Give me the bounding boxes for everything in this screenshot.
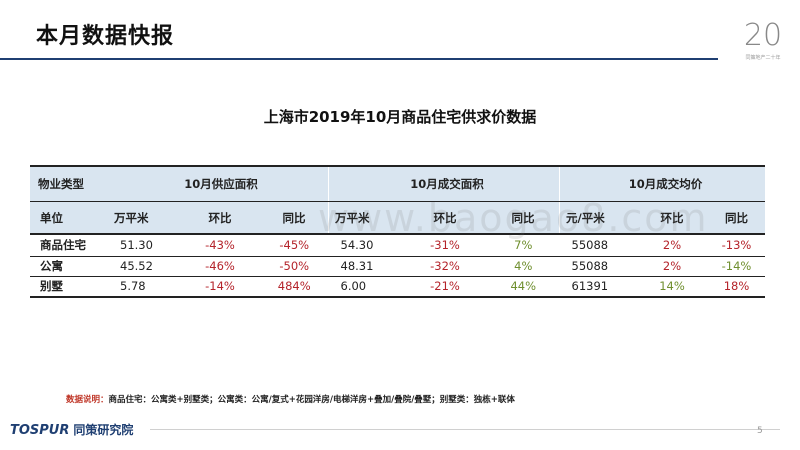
supply-value: 45.52	[108, 256, 180, 277]
header-property-type: 物业类型	[30, 165, 108, 202]
data-note: 数据说明：商品住宅：公寓类+别墅类；公寓类：公寓/复式+花园洋房/电梯洋房+叠加…	[66, 393, 515, 405]
price-value: 55088	[559, 234, 636, 257]
header-supply-unit: 万平米	[108, 201, 180, 235]
deal-yoy-value: 7%	[481, 234, 560, 257]
footer-divider	[150, 429, 780, 430]
header-deal-yoy: 同比	[481, 201, 560, 235]
row-type: 公寓	[30, 256, 108, 277]
row-type: 商品住宅	[30, 234, 108, 257]
supply-demand-table: 物业类型 10月供应面积 10月成交面积 10月成交均价 单位 万平米 环比 同…	[30, 165, 765, 298]
brand-name-en: TOSPUR	[10, 423, 70, 438]
row-type: 别墅	[30, 276, 108, 298]
deal-value: 48.31	[328, 256, 403, 277]
price-mom-value: 2%	[636, 234, 702, 257]
page-number: 5	[757, 426, 763, 436]
price-yoy-value: -14%	[702, 256, 765, 277]
price-yoy-value: 18%	[702, 276, 765, 298]
data-note-text: 商品住宅：公寓类+别墅类；公寓类：公寓/复式+花园洋房/电梯洋房+叠加/叠院/叠…	[108, 395, 515, 405]
brand-logo: TOSPUR 同策研究院	[10, 421, 133, 438]
header-deal-price: 10月成交均价	[559, 165, 765, 202]
deal-yoy-value: 4%	[481, 256, 560, 277]
anniversary-logo: 20 同策地产二十年	[740, 20, 786, 80]
supply-yoy-value: 484%	[254, 276, 329, 298]
watermark: www.baogao8.com	[318, 196, 709, 240]
header-deal-unit: 万平米	[328, 201, 403, 235]
header-deal-area: 10月成交面积	[328, 165, 560, 202]
supply-yoy-value: -50%	[254, 256, 329, 277]
header-divider	[0, 58, 718, 60]
table-row: 别墅 5.78 -14% 484% 6.00 -21% 44% 61391 14…	[30, 276, 765, 298]
header-supply-yoy: 同比	[254, 201, 329, 235]
price-mom-value: 14%	[636, 276, 702, 298]
page-title: 本月数据快报	[36, 24, 175, 49]
supply-mom-value: -46%	[180, 256, 254, 277]
logo-tagline: 同策地产二十年	[745, 55, 781, 61]
logo-number: 20	[743, 18, 783, 53]
header-price-mom: 环比	[636, 201, 702, 235]
table-title: 上海市2019年10月商品住宅供求价数据	[263, 108, 537, 126]
deal-value: 54.30	[328, 234, 403, 257]
header-price-unit: 元/平米	[559, 201, 636, 235]
table-row: 商品住宅 51.30 -43% -45% 54.30 -31% 7% 55088…	[30, 234, 765, 257]
header-price-yoy: 同比	[702, 201, 765, 235]
table-group-header: 物业类型 10月供应面积 10月成交面积 10月成交均价	[30, 165, 765, 202]
deal-value: 6.00	[328, 276, 403, 298]
price-value: 61391	[559, 276, 636, 298]
header-unit: 单位	[30, 201, 108, 235]
deal-mom-value: -31%	[403, 234, 481, 257]
supply-value: 51.30	[108, 234, 180, 257]
header-supply-area: 10月供应面积	[108, 165, 329, 202]
price-value: 55088	[559, 256, 636, 277]
price-yoy-value: -13%	[702, 234, 765, 257]
deal-mom-value: -32%	[403, 256, 481, 277]
deal-yoy-value: 44%	[481, 276, 560, 298]
table-row: 公寓 45.52 -46% -50% 48.31 -32% 4% 55088 2…	[30, 256, 765, 277]
price-mom-value: 2%	[636, 256, 702, 277]
deal-mom-value: -21%	[403, 276, 481, 298]
data-note-label: 数据说明：	[66, 395, 109, 405]
supply-value: 5.78	[108, 276, 180, 298]
brand-name-cn: 同策研究院	[73, 423, 134, 437]
supply-yoy-value: -45%	[254, 234, 329, 257]
table-unit-header: 单位 万平米 环比 同比 万平米 环比 同比 元/平米 环比 同比	[30, 201, 765, 235]
header-supply-mom: 环比	[180, 201, 254, 235]
header-deal-mom: 环比	[403, 201, 481, 235]
supply-mom-value: -43%	[180, 234, 254, 257]
supply-mom-value: -14%	[180, 276, 254, 298]
